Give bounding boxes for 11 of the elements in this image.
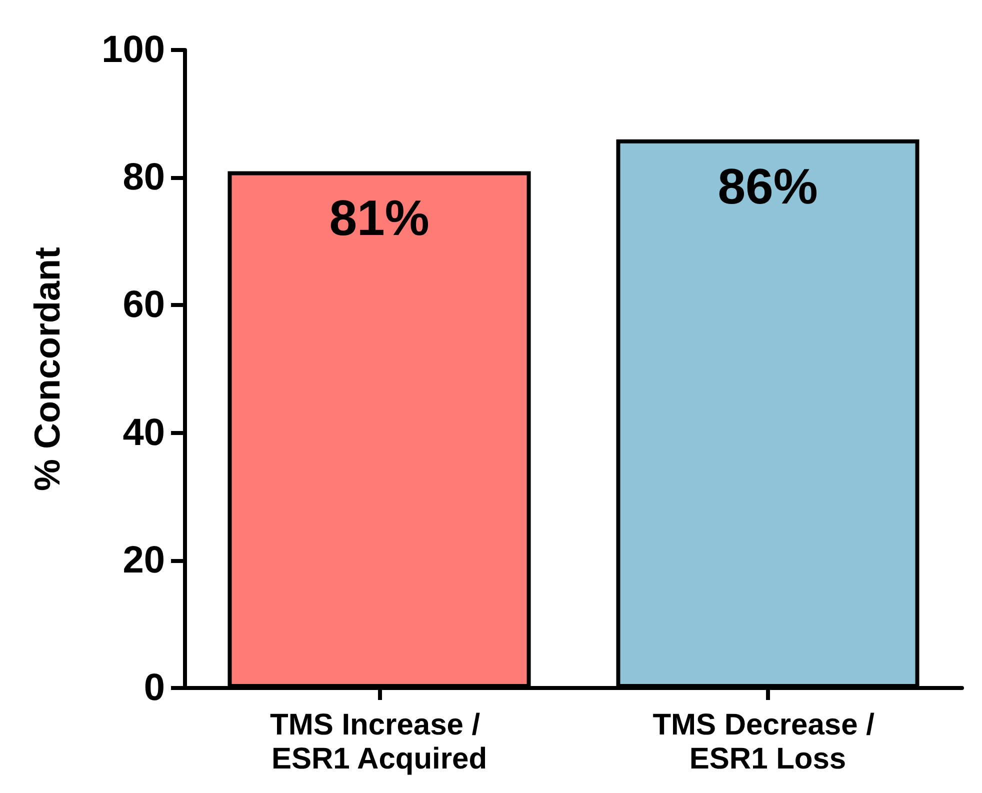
- y-tick-label: 60: [122, 284, 165, 326]
- x-tick-label: TMS Increase / ESR1 Acquired: [270, 708, 488, 776]
- y-axis-title: % Concordant: [26, 246, 68, 492]
- y-tick-label: 20: [122, 539, 165, 582]
- y-tick-label: 100: [102, 29, 165, 71]
- x-tick-label: TMS Decrease / ESR1 Loss: [652, 708, 883, 776]
- y-tick-label: 80: [122, 156, 165, 199]
- data-label: 81%: [329, 190, 430, 246]
- y-tick-label: 40: [122, 412, 165, 454]
- y-tick-label: 0: [144, 667, 165, 709]
- data-label: 86%: [718, 158, 818, 214]
